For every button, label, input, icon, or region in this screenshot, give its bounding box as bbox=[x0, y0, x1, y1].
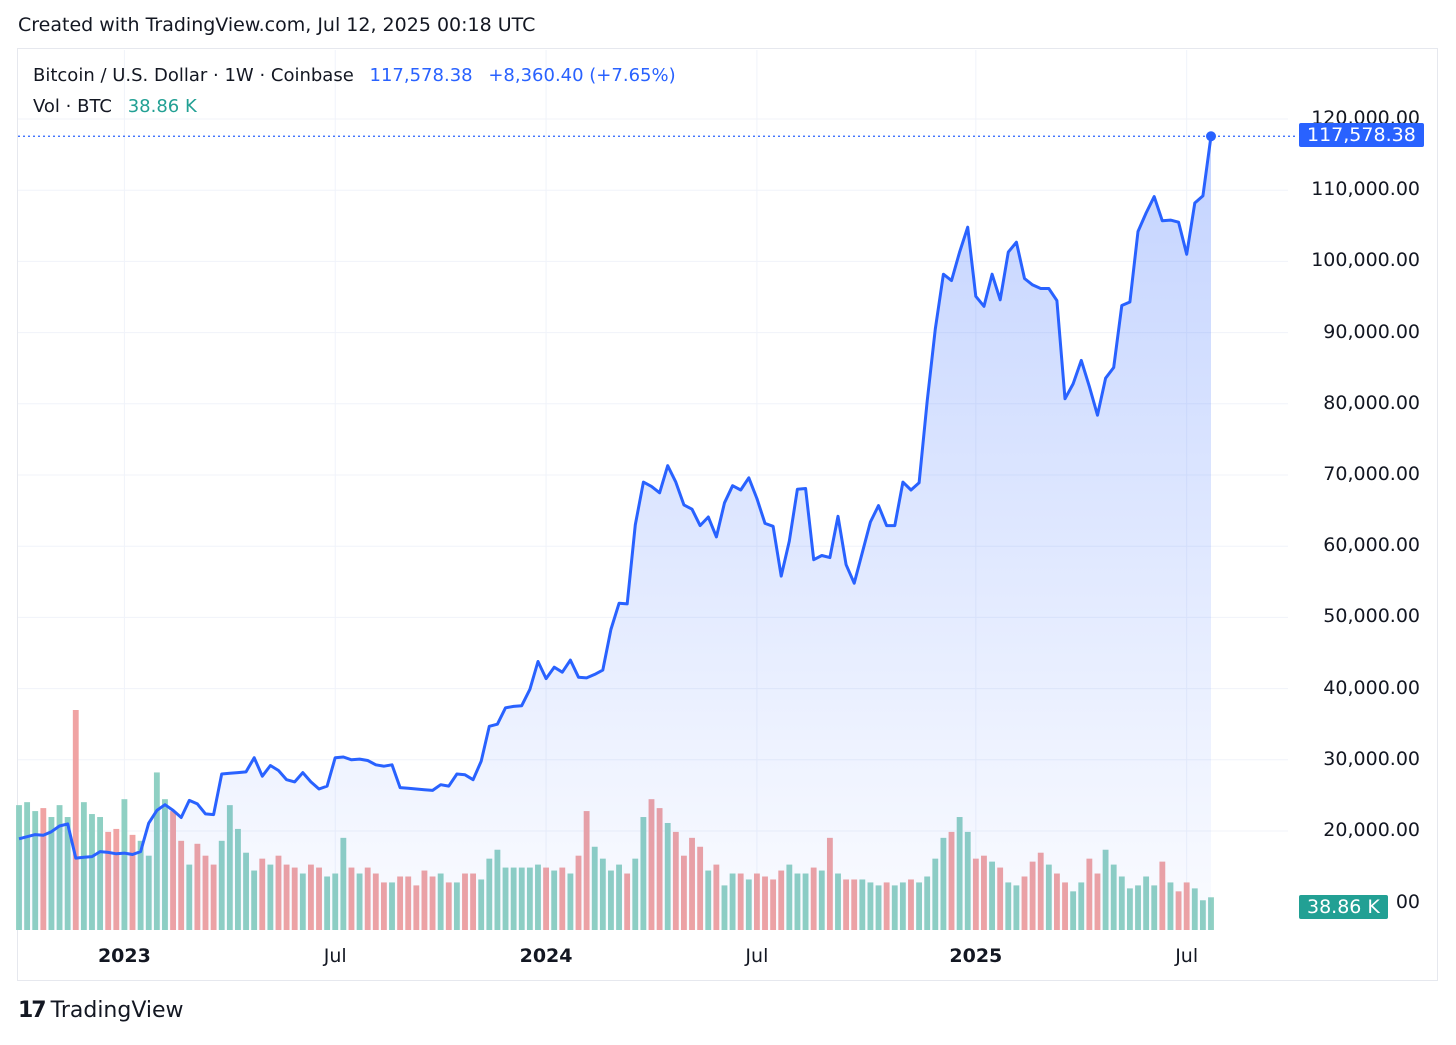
y-tick-label: 110,000.00 bbox=[1311, 178, 1420, 201]
y-tick-label: 100,000.00 bbox=[1311, 249, 1420, 272]
volume-label: Vol · BTC bbox=[33, 96, 112, 117]
symbol-label: Bitcoin / U.S. Dollar · 1W · Coinbase bbox=[33, 65, 354, 86]
x-tick-label: Jul bbox=[323, 945, 347, 967]
volume-badge: 38.86 K bbox=[1299, 895, 1388, 919]
chart-frame[interactable] bbox=[17, 48, 1438, 981]
y-tick-label: 50,000.00 bbox=[1323, 605, 1420, 628]
y-tick-label: 40,000.00 bbox=[1323, 676, 1420, 699]
tradingview-logo-icon: 17 bbox=[18, 998, 47, 1023]
created-with-caption: Created with TradingView.com, Jul 12, 20… bbox=[18, 14, 536, 36]
price-line bbox=[18, 135, 1213, 860]
legend-change: +8,360.40 (+7.65%) bbox=[488, 65, 676, 86]
y-tick-label: 20,000.00 bbox=[1323, 819, 1420, 841]
legend-symbol-row: Bitcoin / U.S. Dollar · 1W · Coinbase 11… bbox=[33, 65, 686, 86]
last-price-dot bbox=[1206, 131, 1216, 142]
tradingview-brand[interactable]: 17 TradingView bbox=[18, 998, 184, 1023]
x-tick-label: 2024 bbox=[519, 945, 573, 967]
y-tick-label: 90,000.00 bbox=[1323, 320, 1420, 343]
x-tick-label: Jul bbox=[745, 945, 769, 967]
legend-volume-row: Vol · BTC 38.86 K bbox=[33, 96, 207, 117]
x-tick-label: Jul bbox=[1175, 945, 1199, 967]
y-tick-label: 80,000.00 bbox=[1323, 391, 1420, 414]
x-tick-label: 2025 bbox=[949, 945, 1003, 967]
y-tick-label: 30,000.00 bbox=[1323, 747, 1420, 770]
volume-bar bbox=[72, 710, 79, 930]
legend-price: 117,578.38 bbox=[369, 65, 473, 86]
hidden-tick-fragment: 00 bbox=[1395, 891, 1420, 913]
y-tick-label: 60,000.00 bbox=[1323, 534, 1420, 557]
y-tick-label: 70,000.00 bbox=[1323, 463, 1420, 485]
price-badge: 117,578.38 bbox=[1299, 123, 1424, 148]
price-area-fill bbox=[19, 136, 1211, 930]
volume-value: 38.86 K bbox=[127, 96, 197, 117]
x-tick-label: 2023 bbox=[97, 945, 151, 967]
brand-name: TradingView bbox=[50, 998, 184, 1023]
